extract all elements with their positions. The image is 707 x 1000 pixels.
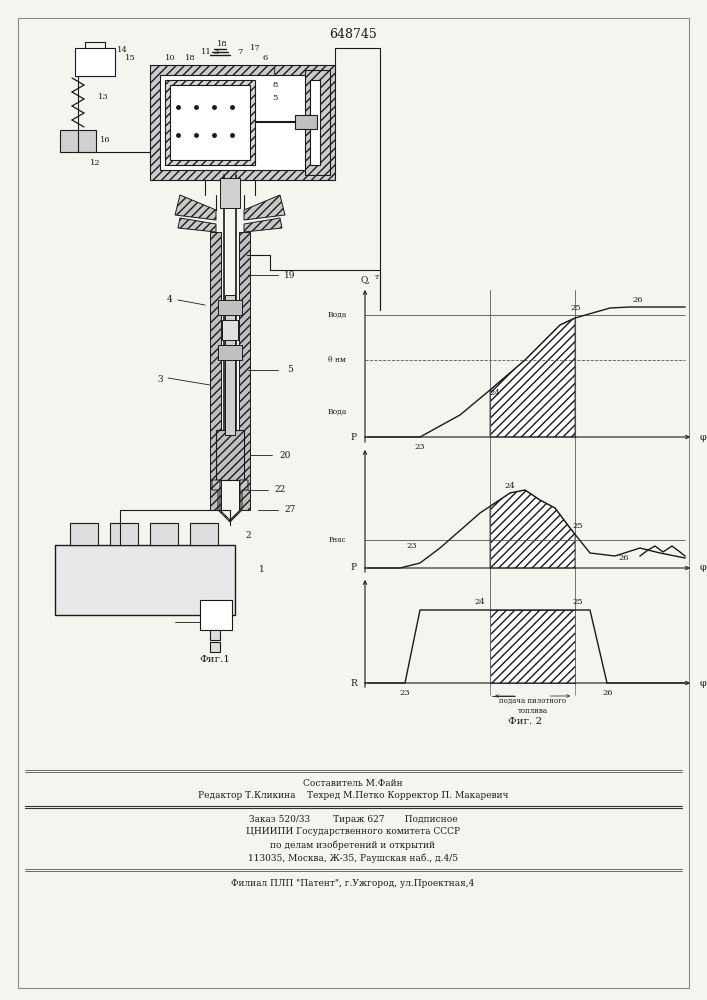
Bar (222, 320, 238, 340)
Text: φ: φ (700, 564, 706, 572)
Text: Фиг. 2: Фиг. 2 (508, 716, 542, 726)
Text: φ: φ (700, 432, 706, 442)
Text: ЦНИИПИ Государственного комитета СССР: ЦНИИПИ Государственного комитета СССР (246, 828, 460, 836)
Polygon shape (244, 218, 282, 232)
Polygon shape (175, 195, 216, 220)
Bar (310, 80, 320, 165)
Text: 13: 13 (98, 93, 108, 101)
Text: φ: φ (700, 678, 706, 688)
Text: 14: 14 (117, 46, 127, 54)
Text: 17: 17 (250, 44, 260, 52)
Text: 7: 7 (238, 48, 243, 56)
Text: Фиг.1: Фиг.1 (199, 656, 230, 664)
Bar (210, 630, 220, 640)
Bar (218, 345, 242, 360)
Text: Q,: Q, (360, 275, 370, 284)
Bar (225, 295, 235, 435)
Text: подача пилотного: подача пилотного (499, 697, 566, 705)
Text: 11: 11 (201, 48, 211, 56)
Text: 8: 8 (272, 81, 278, 89)
Bar (150, 523, 178, 545)
Polygon shape (490, 490, 575, 568)
Text: 23: 23 (407, 542, 417, 550)
Text: Pнас: Pнас (328, 536, 346, 544)
Text: 1: 1 (259, 566, 265, 574)
Text: Редактор Т.Кликина    Техред М.Петко Корректор П. Макаревич: Редактор Т.Кликина Техред М.Петко Коррек… (198, 792, 508, 800)
Polygon shape (490, 610, 575, 683)
Text: Заказ 520/33        Тираж 627       Подписное: Заказ 520/33 Тираж 627 Подписное (249, 814, 457, 824)
Text: Составитель М.Файн: Составитель М.Файн (303, 778, 403, 788)
Text: 10: 10 (165, 54, 175, 62)
Text: 2: 2 (245, 530, 251, 540)
Bar (160, 75, 325, 170)
Bar (170, 85, 250, 160)
Text: 3: 3 (214, 48, 218, 56)
Bar (110, 523, 138, 545)
Text: 6: 6 (262, 54, 268, 62)
Text: 19: 19 (284, 270, 296, 279)
Text: Вода: Вода (327, 311, 346, 319)
Bar (200, 600, 232, 630)
Bar (295, 115, 317, 129)
Text: топлива: топлива (518, 707, 547, 715)
Bar (218, 300, 242, 315)
Polygon shape (490, 318, 575, 437)
Text: P: P (351, 432, 357, 442)
Text: 15: 15 (124, 54, 135, 62)
Text: 3: 3 (157, 375, 163, 384)
Text: 5: 5 (272, 94, 278, 102)
Polygon shape (150, 65, 335, 180)
Text: по делам изобретений и открытий: по делам изобретений и открытий (271, 840, 436, 850)
Polygon shape (244, 195, 285, 220)
Text: Вода: Вода (327, 408, 346, 416)
Text: Филиал ПЛП "Патент", г.Ужгород, ул.Проектная,4: Филиал ПЛП "Патент", г.Ужгород, ул.Проек… (231, 879, 474, 888)
Bar (220, 178, 240, 208)
Bar (75, 48, 115, 76)
Text: 24: 24 (474, 598, 485, 606)
Text: 12: 12 (90, 159, 100, 167)
Bar (216, 430, 244, 480)
Bar (165, 80, 255, 165)
Bar (55, 545, 235, 615)
Text: 26: 26 (618, 554, 629, 562)
Bar (70, 523, 98, 545)
Text: 23: 23 (399, 689, 410, 697)
Text: θ нм: θ нм (328, 356, 346, 364)
Text: 16: 16 (100, 136, 110, 144)
Polygon shape (239, 232, 250, 510)
Bar (210, 642, 220, 652)
Text: 5: 5 (287, 365, 293, 374)
Text: 113035, Москва, Ж-35, Раушская наб., д.4/5: 113035, Москва, Ж-35, Раушская наб., д.4… (248, 853, 458, 863)
Text: т: т (375, 273, 379, 281)
Polygon shape (212, 480, 248, 522)
Text: 4: 4 (167, 296, 173, 304)
Bar (190, 523, 218, 545)
Text: P: P (351, 564, 357, 572)
Text: 23: 23 (415, 443, 426, 451)
Text: 18: 18 (185, 54, 195, 62)
Text: 1: 1 (272, 68, 278, 76)
Text: 24: 24 (490, 389, 501, 397)
Text: R: R (350, 678, 357, 688)
Polygon shape (210, 232, 221, 510)
Text: 27: 27 (284, 506, 296, 514)
Text: 25: 25 (570, 304, 580, 312)
Text: 26: 26 (632, 296, 643, 304)
Polygon shape (305, 70, 330, 175)
Text: 25: 25 (573, 598, 583, 606)
Polygon shape (178, 218, 216, 232)
Text: 24: 24 (505, 482, 515, 490)
Text: 648745: 648745 (329, 28, 377, 41)
Text: 25: 25 (572, 522, 583, 530)
Text: 18: 18 (216, 40, 228, 48)
Text: 22: 22 (274, 486, 286, 494)
Bar (60, 130, 96, 152)
Text: 20: 20 (279, 450, 291, 460)
Text: 26: 26 (603, 689, 613, 697)
